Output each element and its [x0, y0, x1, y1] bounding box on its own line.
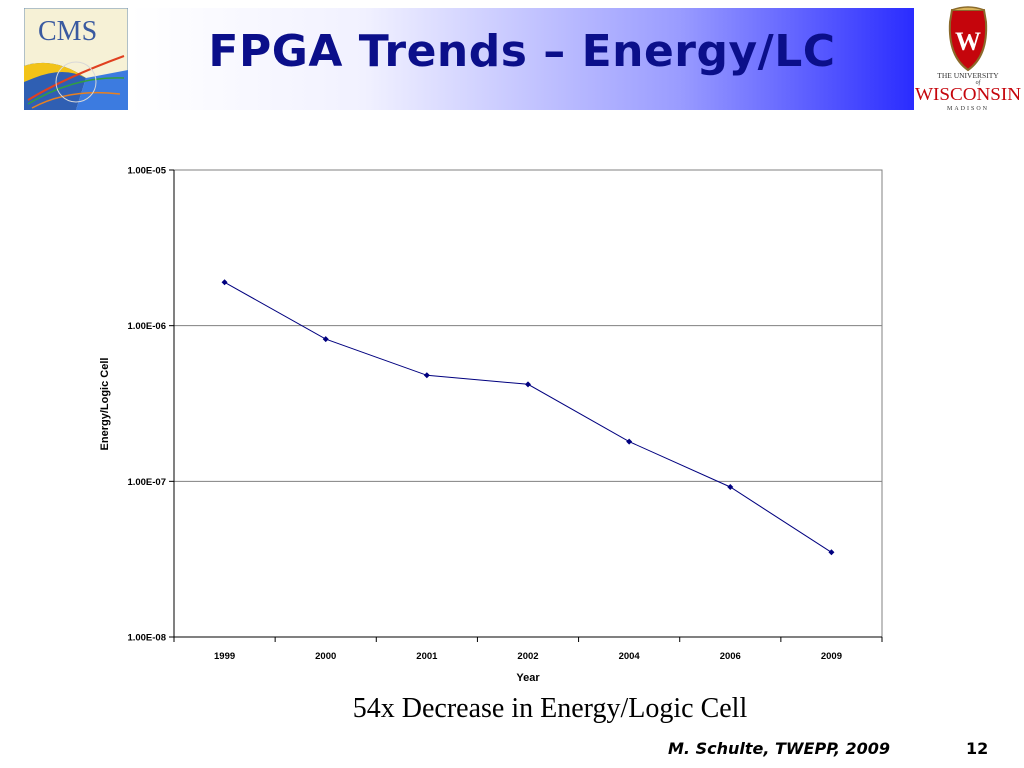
x-tick-label: 1999: [214, 651, 235, 662]
svg-text:W: W: [955, 27, 981, 56]
x-tick-label: 2006: [720, 651, 741, 662]
cms-logo-text: CMS: [38, 16, 97, 47]
data-point: [525, 381, 531, 388]
y-tick-label: 1.00E-05: [127, 166, 166, 177]
footer-author: M. Schulte, TWEPP, 2009: [668, 739, 890, 758]
x-axis-title: Year: [516, 672, 540, 684]
svg-text:WISCONSIN: WISCONSIN: [915, 84, 1021, 104]
x-tick-label: 2004: [619, 651, 641, 662]
data-point: [828, 549, 835, 556]
uw-madison-logo-icon: W THE UNIVERSITY of WISCONSIN MADISON: [915, 6, 1021, 112]
series-line: [224, 281, 832, 553]
x-tick-label: 2002: [517, 651, 538, 662]
title-banner: [130, 8, 914, 110]
data-point: [423, 372, 430, 379]
x-tick-label: 2001: [416, 651, 438, 662]
data-point: [221, 279, 228, 286]
y-axis-title: Energy/Logic Cell: [99, 358, 111, 451]
data-point: [322, 336, 329, 343]
x-tick-label: 2000: [315, 651, 336, 662]
y-tick-label: 1.00E-06: [127, 321, 166, 332]
plot-area: [173, 169, 883, 638]
slide-title: FPGA Trends – Energy/LC: [208, 26, 836, 77]
svg-text:MADISON: MADISON: [947, 106, 989, 112]
page-number: 12: [966, 739, 989, 758]
data-point: [727, 483, 734, 490]
x-tick-label: 2009: [821, 651, 842, 662]
cms-logo-icon: CMS: [24, 8, 128, 110]
y-tick-label: 1.00E-07: [127, 477, 166, 488]
svg-text:THE UNIVERSITY: THE UNIVERSITY: [937, 71, 999, 80]
slide-caption: 54x Decrease in Energy/Logic Cell: [352, 693, 748, 724]
svg-text:of: of: [976, 79, 982, 86]
y-tick-label: 1.00E-08: [127, 633, 166, 644]
data-point: [626, 438, 633, 445]
